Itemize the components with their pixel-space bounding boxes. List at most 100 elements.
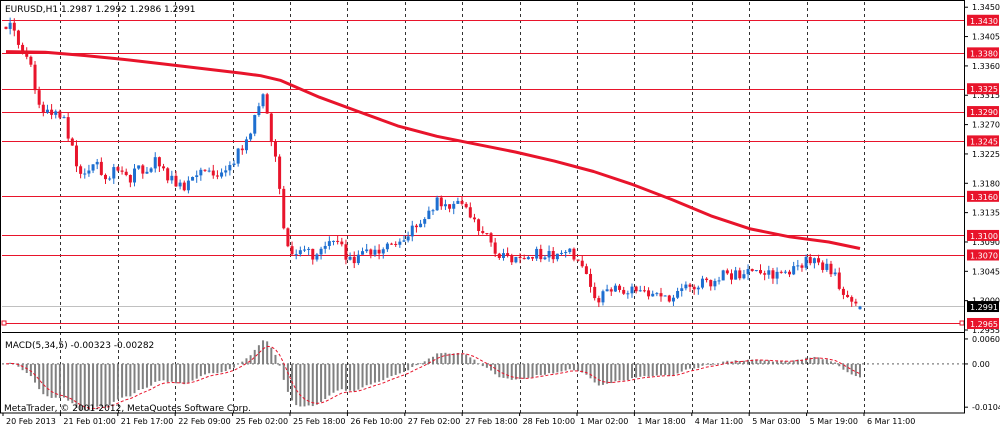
bear-candle xyxy=(725,268,729,275)
candle-body xyxy=(477,219,481,231)
candle-body xyxy=(348,256,352,260)
candle-body xyxy=(157,157,161,167)
candle-body xyxy=(700,278,704,288)
bull-candle xyxy=(332,240,336,246)
bear-candle xyxy=(103,173,107,184)
level-tag-bg xyxy=(967,83,999,95)
level-tag: 1.3245 xyxy=(967,135,999,147)
candle-body xyxy=(721,270,725,281)
candle-body xyxy=(273,141,277,157)
candle-body xyxy=(128,174,132,183)
candle-body xyxy=(821,262,825,270)
candle-body xyxy=(705,278,709,281)
candle-body xyxy=(526,257,530,260)
candle-body xyxy=(103,174,107,180)
candle-body xyxy=(725,270,729,274)
candle-body xyxy=(427,210,431,220)
candle-body xyxy=(439,197,443,207)
level-handle[interactable] xyxy=(1,320,7,326)
candle-body xyxy=(580,260,584,267)
candle-body xyxy=(560,252,564,254)
candle-body xyxy=(45,109,49,113)
bull-candle xyxy=(365,243,369,253)
candle-body xyxy=(16,30,20,45)
candle-body xyxy=(630,286,634,294)
bear-candle xyxy=(120,166,124,175)
bull-candle xyxy=(555,253,559,262)
level-tag-label: 1.3290 xyxy=(970,108,998,117)
candle-body xyxy=(124,171,128,175)
candle-body xyxy=(178,182,182,187)
candle-body xyxy=(605,289,609,292)
bear-candle xyxy=(622,286,626,295)
price-tick-label: 1.3450 xyxy=(972,3,1000,12)
bull-candle xyxy=(8,17,12,35)
horizontal-levels[interactable] xyxy=(1,20,965,326)
bear-candle xyxy=(352,251,356,269)
candle-body xyxy=(29,56,33,65)
time-tick-label: 21 Feb 17:00 xyxy=(121,417,173,426)
candle-body xyxy=(460,200,464,204)
candle-body xyxy=(120,170,124,172)
level-handle[interactable] xyxy=(959,320,965,326)
candle-body xyxy=(21,44,25,53)
bull-candle xyxy=(87,164,91,177)
candle-body xyxy=(788,271,792,275)
bear-candle xyxy=(203,169,207,172)
bear-candle xyxy=(846,290,850,298)
bull-candle xyxy=(452,201,456,215)
bull-candle xyxy=(717,276,721,285)
bear-candle xyxy=(642,285,646,293)
bear-candle xyxy=(33,61,37,94)
bear-candle xyxy=(481,226,485,235)
bear-candle xyxy=(344,239,348,265)
candle-body xyxy=(742,274,746,279)
bear-candle xyxy=(21,42,25,55)
candle-body xyxy=(344,244,348,260)
bear-candle xyxy=(489,232,493,247)
bull-candle xyxy=(671,294,675,306)
time-tick-label: 28 Feb 10:00 xyxy=(523,417,575,426)
bear-candle xyxy=(16,29,20,49)
price-tick-label: 1.3045 xyxy=(972,267,1000,276)
candle-body xyxy=(220,172,224,177)
candle-body xyxy=(145,171,149,174)
candle-body xyxy=(33,64,37,91)
price-tick-label: 1.3315 xyxy=(972,91,1000,100)
candle-body xyxy=(680,288,684,292)
bear-candle xyxy=(278,154,282,195)
level-tag-bg xyxy=(967,229,999,241)
candle-body xyxy=(841,288,845,295)
bear-candle xyxy=(821,260,825,273)
candle-body xyxy=(618,285,622,290)
candle-body xyxy=(671,297,675,302)
candle-body xyxy=(530,257,534,259)
bull-candle xyxy=(767,265,771,279)
candle-body xyxy=(87,170,91,174)
candle-body xyxy=(837,272,841,289)
bear-candle xyxy=(472,213,476,223)
candle-body xyxy=(236,148,240,164)
bull-candle xyxy=(253,114,257,137)
bear-candle xyxy=(580,255,584,268)
price-tick-label: 1.3270 xyxy=(972,121,1000,130)
candle-body xyxy=(713,280,717,287)
candle-body xyxy=(365,249,369,252)
bear-candle xyxy=(414,223,418,233)
symbol-header: EURUSD,H1 1.2987 1.2992 1.2986 1.2991 xyxy=(5,5,196,15)
bull-candle xyxy=(236,147,240,167)
bull-candle xyxy=(385,242,389,252)
candle-body xyxy=(775,271,779,279)
level-tag-bg xyxy=(967,317,999,329)
time-tick-label: 27 Feb 18:00 xyxy=(465,417,517,426)
bull-candle xyxy=(54,109,58,119)
price-tick-label: 1.3090 xyxy=(972,238,1000,247)
candle-body xyxy=(302,249,306,251)
bear-candle xyxy=(750,268,754,272)
bear-candle xyxy=(439,195,443,210)
candle-body xyxy=(410,225,414,237)
bear-candle xyxy=(759,264,763,275)
bear-candle xyxy=(336,235,340,245)
